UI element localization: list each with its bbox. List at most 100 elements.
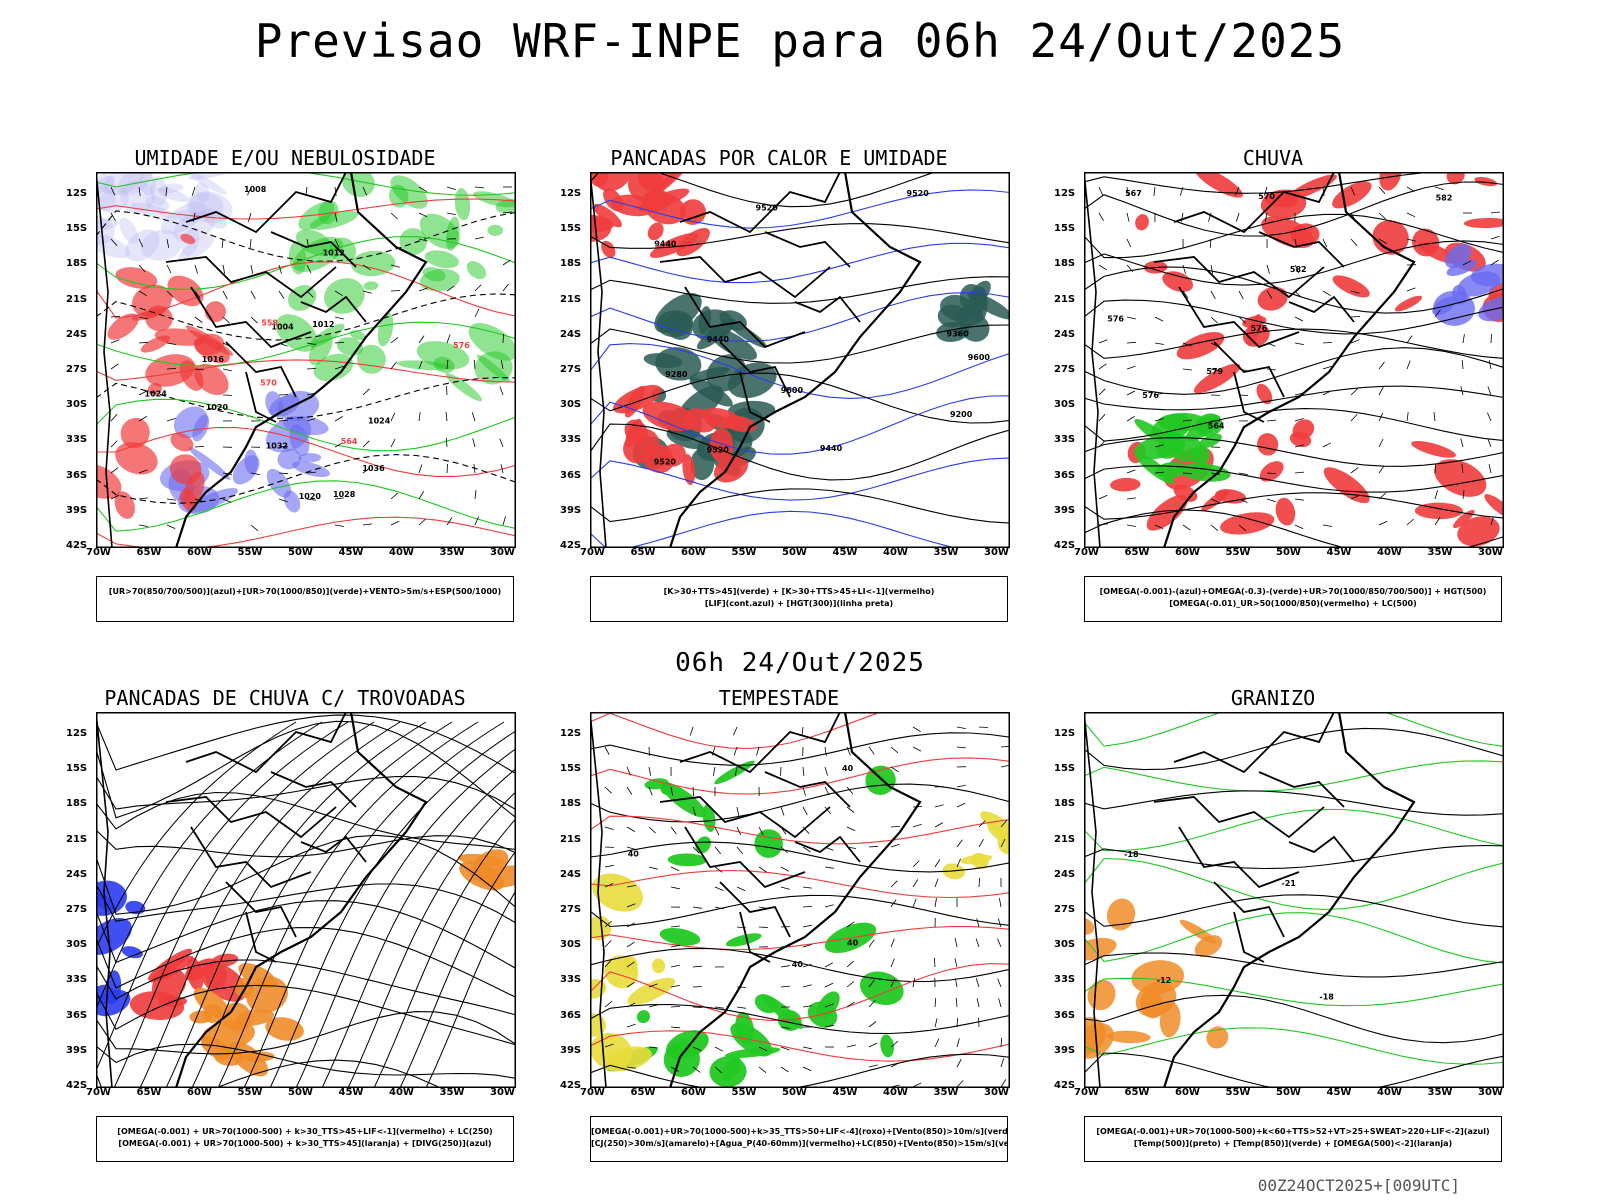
latitude-tick: 21S [1054,833,1076,845]
contour-label: 576 [1107,315,1124,324]
latitude-tick: 27S [1054,364,1076,375]
longitude-tick: 50W [288,1087,313,1098]
panel-title: UMIDADE E/OU NEBULOSIDADE [134,146,436,170]
latitude-tick: 18S [66,798,88,810]
latitude-tick: 21S [66,833,88,845]
longitude-tick: 30W [490,1087,515,1098]
contour-label: 1024 [145,390,168,399]
latitude-tick: 24S [560,328,582,340]
latitude-tick: 18S [560,798,582,810]
contour-label: 9440 [820,444,843,453]
longitude-tick: 30W [984,1087,1009,1098]
longitude-tick: 40W [389,1087,414,1098]
legend-line: [OMEGA(-0.001)-(azul)+OMEGA(-0.3)-(verde… [1099,587,1487,596]
longitude-tick: 60W [1175,547,1200,558]
latitude-tick: 12S [560,188,582,199]
latitude-tick: 39S [560,504,582,516]
contour-label: 9600 [781,386,804,395]
longitude-tick: 45W [832,547,858,558]
contour-label: 570 [260,379,277,388]
latitude-tick: 39S [66,504,88,516]
latitude-tick: 36S [560,1009,582,1021]
longitude-tick: 70W [86,547,111,558]
map-canvas: 1012 1020 1020 1024 1016 1024 1028 1032 1036 1004… [96,172,516,548]
longitude-tick: 35W [933,1087,959,1098]
latitude-tick: 27S [66,904,88,915]
contour-label: -12 [1157,976,1171,985]
legend-line: [Temp(500)](preto) + [Temp(850)](verde) … [1133,1139,1453,1148]
contour-label: -21 [1281,879,1296,888]
contour-label: 9440 [654,240,677,249]
panel-legend: [OMEGA(-0.001)+UR>70(1000-500)+k<60+TTS>… [1084,1116,1502,1162]
longitude-tick: 30W [490,547,515,558]
latitude-tick: 21S [66,293,88,305]
latitude-tick: 12S [66,188,88,199]
longitude-tick: 50W [782,547,807,558]
latitude-tick: 42S [1054,1080,1076,1091]
forecast-map: 9600 9600 9520 9520 9520 9440 9360 9280 9200 9440… [590,172,1010,548]
longitude-tick: 65W [630,1087,656,1098]
contour-label: 582 [1436,194,1453,203]
latitude-tick: 24S [66,328,88,340]
contour-label: -18 [1124,850,1139,859]
forecast-map: 582 576 576 582 576 570 564 567 579 [1084,172,1504,548]
longitude-tick: 60W [187,547,212,558]
longitude-tick: 65W [1124,1087,1150,1098]
coastline [590,712,922,1088]
longitude-tick: 65W [136,547,162,558]
longitude-tick: 60W [681,1087,706,1098]
contours [1084,712,1504,1088]
latitude-tick: 33S [66,434,88,446]
contours [96,172,516,548]
contour-label: 1016 [202,355,225,364]
longitude-tick: 45W [1326,1087,1352,1098]
panel-title: GRANIZO [1230,686,1316,710]
latitude-tick: 36S [1054,1009,1076,1021]
latitude-tick: 15S [560,223,582,235]
contour-label: 9520 [907,189,930,198]
latitude-tick: 33S [1054,434,1076,446]
longitude-tick: 35W [1427,547,1453,558]
latitude-tick: 36S [66,469,88,481]
coastline [590,172,922,548]
longitude-tick: 70W [86,1087,111,1098]
latitude-tick: 21S [1054,293,1076,305]
latitude-tick: 33S [1054,974,1076,986]
contour-label: 576 [1142,391,1159,400]
contour-label: 567 [1125,189,1142,198]
latitude-tick: 12S [1054,728,1076,739]
contours [1084,172,1504,548]
field-1 [1133,412,1231,484]
latitude-tick: 30S [1054,939,1076,951]
map-panel: GRANIZO -12 -18 -18 -21 12S 15S 18S 21S 24S 27S 30S… [1054,686,1504,1166]
panel-title: CHUVA [1242,146,1304,170]
latitude-tick: 36S [560,469,582,481]
longitude-tick: 30W [1478,1087,1503,1098]
field-2 [275,172,516,402]
longitude-tick: 45W [832,1087,858,1098]
longitude-tick: 55W [237,1087,263,1098]
legend-line: [UR>70(850/700/500)](azul)+[UR>70(1000/8… [108,587,502,596]
coastline [1084,172,1416,548]
latitude-tick: 12S [560,728,582,739]
contour-label: 9440 [707,335,730,344]
longitude-tick: 70W [580,547,605,558]
longitude-tick: 70W [1074,547,1099,558]
longitude-tick: 55W [237,547,263,558]
field-1 [189,963,304,1077]
contour-label: 9520 [707,445,730,454]
panel-legend: [OMEGA(-0.001)-(azul)+OMEGA(-0.3)-(verde… [1084,576,1502,622]
contour-label: 1020 [206,403,229,412]
legend-line: [OMEGA(-0.001) + UR>70(1000-500) + k>30_… [117,1127,493,1136]
contour-label: 9520 [654,457,677,466]
map-panel: PANCADAS DE CHUVA C/ TROVOADAS 12S 15S 18S 2… [66,686,516,1166]
contour-label: 1028 [333,490,356,499]
latitude-tick: 30S [1054,399,1076,411]
panel-title: PANCADAS POR CALOR E UMIDADE [610,146,948,170]
latitude-tick: 18S [1054,798,1076,810]
contour-label: 40 [628,849,640,858]
contour-label: 1004 [271,323,294,332]
latitude-tick: 15S [66,763,88,775]
latitude-tick: 21S [560,833,582,845]
longitude-tick: 40W [883,547,908,558]
